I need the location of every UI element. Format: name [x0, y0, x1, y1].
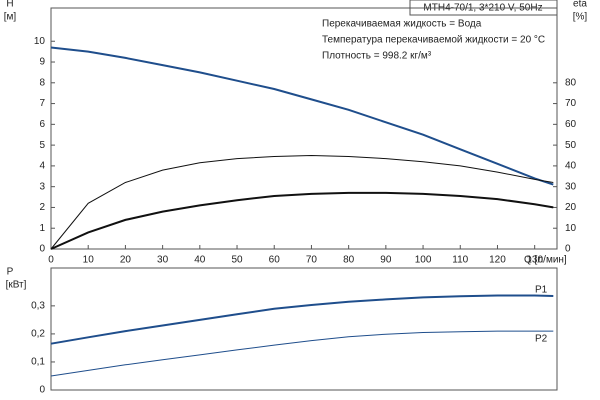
- y-tick-label: 6: [39, 119, 45, 130]
- annotation: Перекачиваемая жидкость = Вода: [322, 19, 482, 30]
- y-axis-unit: [м]: [4, 12, 17, 23]
- x-tick-label: 80: [343, 255, 355, 266]
- y-tick-label: 0,3: [31, 301, 45, 312]
- y2-tick-label: 20: [565, 202, 577, 213]
- y-axis-label: H: [6, 0, 13, 10]
- y2-tick-label: 10: [565, 223, 577, 234]
- x-axis-label: Q [л/мин]: [524, 255, 567, 266]
- y2-tick-label: 80: [565, 77, 577, 88]
- y-tick-label: 0,2: [31, 329, 45, 340]
- x-tick-label: 20: [120, 255, 132, 266]
- y-tick-label: 7: [39, 98, 45, 109]
- plot-frame: [50, 267, 558, 391]
- y-tick-label: 0,1: [31, 357, 45, 368]
- y2-tick-label: 40: [565, 161, 577, 172]
- y-axis-label: P: [7, 267, 14, 278]
- x-tick-label: 120: [489, 255, 506, 266]
- curve: [50, 294, 554, 345]
- series-label: P1: [535, 285, 548, 296]
- curve: [50, 154, 554, 250]
- y2-axis-unit: [%]: [573, 12, 588, 23]
- x-tick-label: 0: [48, 255, 54, 266]
- x-tick-label: 100: [415, 255, 432, 266]
- y2-tick-label: 60: [565, 119, 577, 130]
- y-tick-label: 2: [39, 202, 45, 213]
- x-tick-label: 50: [231, 255, 243, 266]
- y-tick-label: 0: [39, 385, 45, 396]
- y2-tick-label: 0: [565, 244, 571, 255]
- y2-tick-label: 70: [565, 98, 577, 109]
- y-tick-label: 8: [39, 77, 45, 88]
- curve: [50, 191, 554, 250]
- x-tick-label: 60: [269, 255, 281, 266]
- x-tick-label: 130: [526, 255, 543, 266]
- curve: [50, 330, 554, 377]
- y-tick-label: 4: [39, 161, 45, 172]
- y-tick-label: 5: [39, 140, 45, 151]
- x-tick-label: 40: [194, 255, 206, 266]
- y-tick-label: 1: [39, 223, 45, 234]
- annotation: Плотность = 998.2 кг/м³: [322, 51, 432, 62]
- plot-frame: [50, 7, 558, 250]
- y-tick-label: 0: [39, 244, 45, 255]
- y-tick-label: 10: [34, 36, 46, 47]
- y2-axis-label: eta: [573, 0, 587, 10]
- curve: [50, 46, 554, 186]
- y2-tick-label: 50: [565, 140, 577, 151]
- x-tick-label: 30: [157, 255, 169, 266]
- y-tick-label: 3: [39, 181, 45, 192]
- annotation: Температура перекачиваемой жидкости = 20…: [322, 35, 545, 46]
- series-label: P2: [535, 334, 548, 345]
- y2-tick-label: 30: [565, 181, 577, 192]
- y-tick-label: 9: [39, 57, 45, 68]
- x-tick-label: 10: [83, 255, 95, 266]
- x-tick-label: 90: [380, 255, 392, 266]
- y-axis-unit: [кВт]: [6, 280, 27, 291]
- x-tick-label: 70: [306, 255, 318, 266]
- x-tick-label: 110: [452, 255, 468, 266]
